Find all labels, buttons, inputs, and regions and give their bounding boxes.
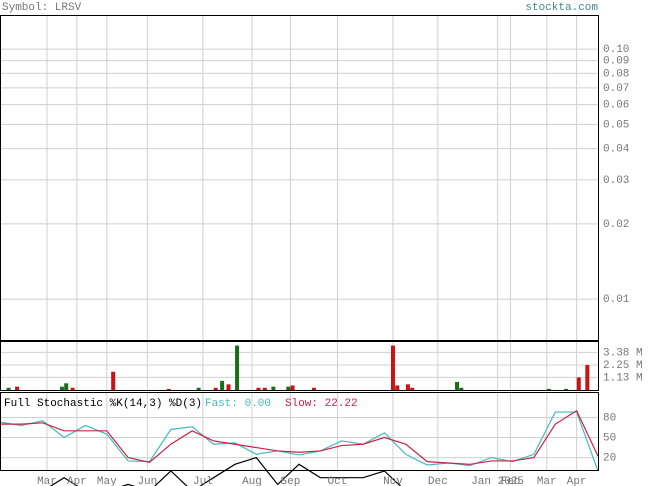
volume-bar xyxy=(459,387,464,390)
x-tick-label: Apr xyxy=(567,476,587,486)
stochastic-line xyxy=(0,411,598,472)
volume-bar xyxy=(64,383,69,390)
x-tick-label: Jan 2025 xyxy=(471,476,524,486)
volume-bar xyxy=(405,384,410,390)
y-tick-label: 3.38 M xyxy=(603,347,643,359)
fast-label: Fast: 0.00 xyxy=(205,398,271,410)
volume-bar xyxy=(455,381,460,390)
y-tick-label: 0.05 xyxy=(603,119,629,131)
x-tick-label: Jul xyxy=(193,476,213,486)
x-tick-label: Apr xyxy=(67,476,87,486)
volume-bar xyxy=(111,371,116,390)
source: stockta.com xyxy=(525,2,598,14)
volume-bar xyxy=(563,388,568,390)
volume-bar xyxy=(546,388,551,390)
y-tick-label: 80 xyxy=(603,412,616,424)
x-tick-label: Oct xyxy=(328,476,348,486)
x-tick-label: Jun xyxy=(137,476,157,486)
volume-bar xyxy=(220,380,225,390)
stochastic-line xyxy=(49,456,402,486)
volume-frame xyxy=(0,341,599,391)
y-tick-label: 0.08 xyxy=(603,68,629,80)
y-tick-label: 0.04 xyxy=(603,144,630,156)
y-tick-label: 0.03 xyxy=(603,175,629,187)
x-tick-label: Nov xyxy=(383,476,403,486)
y-tick-label: 1.13 M xyxy=(603,372,643,384)
y-tick-label: 0.06 xyxy=(603,100,629,112)
volume-bar xyxy=(226,384,231,390)
y-tick-label: 0.07 xyxy=(603,83,629,95)
price-frame xyxy=(0,15,599,341)
volume-bar xyxy=(59,386,64,390)
volume-bar xyxy=(390,345,395,390)
y-tick-label: 0.02 xyxy=(603,219,629,231)
x-tick-label: Aug xyxy=(242,476,262,486)
volume-bar xyxy=(585,364,590,390)
x-tick-label: May xyxy=(97,476,117,486)
volume-bar xyxy=(286,386,291,390)
x-tick-label: Sep xyxy=(281,476,301,486)
stochastic-frame xyxy=(0,392,599,471)
volume-bar xyxy=(290,385,295,390)
x-tick-label: Mar xyxy=(537,476,557,486)
x-tick-label: Feb xyxy=(501,476,521,486)
volume-bar xyxy=(410,387,415,390)
volume-bar xyxy=(70,387,75,390)
y-tick-label: 0.09 xyxy=(603,56,629,68)
volume-bar xyxy=(256,387,261,390)
x-tick-label: Dec xyxy=(428,476,448,486)
stochastic-title: Full Stochastic %K(14,3) %D(3) xyxy=(4,398,202,410)
y-tick-label: 0.01 xyxy=(603,294,630,306)
volume-bar xyxy=(271,386,276,390)
volume-bar xyxy=(311,387,316,390)
x-tick-label: Mar xyxy=(37,476,57,486)
symbol: Symbol: LRSV xyxy=(2,2,82,14)
y-tick-label: 50 xyxy=(603,432,616,444)
y-tick-label: 0.10 xyxy=(603,44,629,56)
y-tick-label: 20 xyxy=(603,453,616,465)
volume-bar xyxy=(395,385,400,390)
volume-bar xyxy=(196,387,201,390)
stochastic-line xyxy=(0,409,598,465)
volume-bar xyxy=(262,387,267,390)
volume-bar xyxy=(213,387,218,390)
volume-bar xyxy=(166,388,171,390)
volume-bar xyxy=(576,377,581,390)
volume-bar xyxy=(6,387,11,390)
volume-bar xyxy=(15,386,20,390)
slow-label: Slow: 22.22 xyxy=(285,398,358,410)
y-tick-label: 2.25 M xyxy=(603,360,643,372)
volume-bar xyxy=(235,345,240,390)
